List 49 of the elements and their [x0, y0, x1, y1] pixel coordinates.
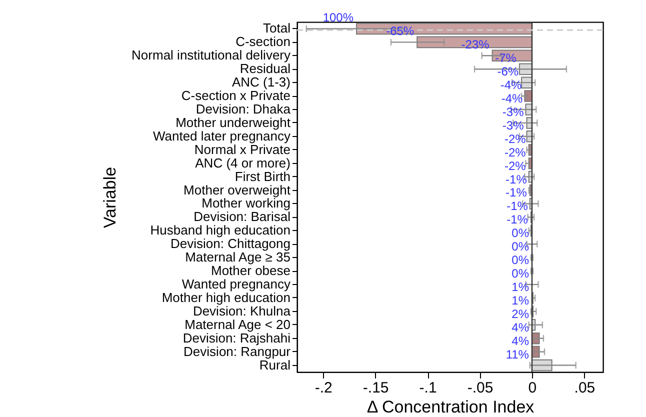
annotation: 1%: [512, 280, 530, 294]
annotation: -2%: [504, 132, 526, 146]
annotation: -23%: [461, 38, 490, 52]
y-tick-label: Normal institutional delivery: [132, 48, 291, 63]
y-tick-label: Devision: Chittagong: [170, 236, 290, 252]
annotation: -4%: [501, 92, 524, 106]
y-tick-label: Maternal Age < 20: [184, 316, 290, 332]
annotation: 2%: [512, 306, 530, 321]
annotation: -65%: [386, 24, 414, 38]
y-axis-title: Variable: [100, 166, 120, 228]
y-tick-label: Mother overweight: [184, 182, 291, 198]
y-tick-label: Mother underweight: [176, 114, 291, 130]
annotation: 0%: [512, 266, 530, 280]
annotation: -1%: [506, 212, 528, 227]
annotation: -1%: [506, 199, 528, 214]
annotation: 11%: [506, 347, 530, 362]
annotation: 0%: [512, 240, 530, 254]
x-tick-label: -.2: [314, 380, 332, 396]
annotation: 1%: [512, 293, 530, 308]
annotation: 4%: [512, 334, 530, 348]
y-tick-label: C-section: [236, 34, 290, 50]
annotation: 0%: [512, 253, 530, 268]
x-tick-label: -.15: [362, 380, 389, 396]
x-tick-label: -.05: [467, 380, 494, 396]
x-tick-label: .05: [574, 380, 596, 396]
x-tick-label: -.1: [419, 380, 437, 396]
y-tick-label: C-section x Private: [181, 88, 290, 104]
annotation: -7%: [495, 51, 517, 66]
y-tick-label: Husband high education: [150, 222, 290, 238]
y-tick-label: Mother obese: [211, 263, 290, 278]
annotation: 100%: [322, 10, 354, 25]
annotation: -1%: [506, 172, 528, 186]
y-tick-label: Maternal Age ≥ 35: [185, 250, 290, 265]
annotation: 0%: [512, 226, 530, 240]
x-tick-label: 0: [528, 380, 537, 396]
y-tick-label: Devision: Dhaka: [196, 102, 292, 116]
x-axis-title: Δ Concentration Index: [366, 398, 535, 416]
y-tick-label: Wanted pregnancy: [182, 276, 291, 292]
y-tick-label: Total: [263, 20, 291, 36]
annotation: -2%: [504, 145, 526, 160]
y-tick-label: Devision: Barisal: [194, 209, 291, 224]
y-tick-label: ANC (1-3): [232, 74, 290, 90]
y-tick-label: Residual: [240, 61, 291, 76]
annotation: -3%: [502, 104, 524, 119]
annotation: 4%: [512, 320, 530, 334]
annotation: -3%: [502, 118, 524, 132]
y-tick-label: ANC (4 or more): [195, 155, 290, 170]
annotation: -2%: [504, 158, 526, 173]
annotation: -1%: [506, 186, 528, 200]
